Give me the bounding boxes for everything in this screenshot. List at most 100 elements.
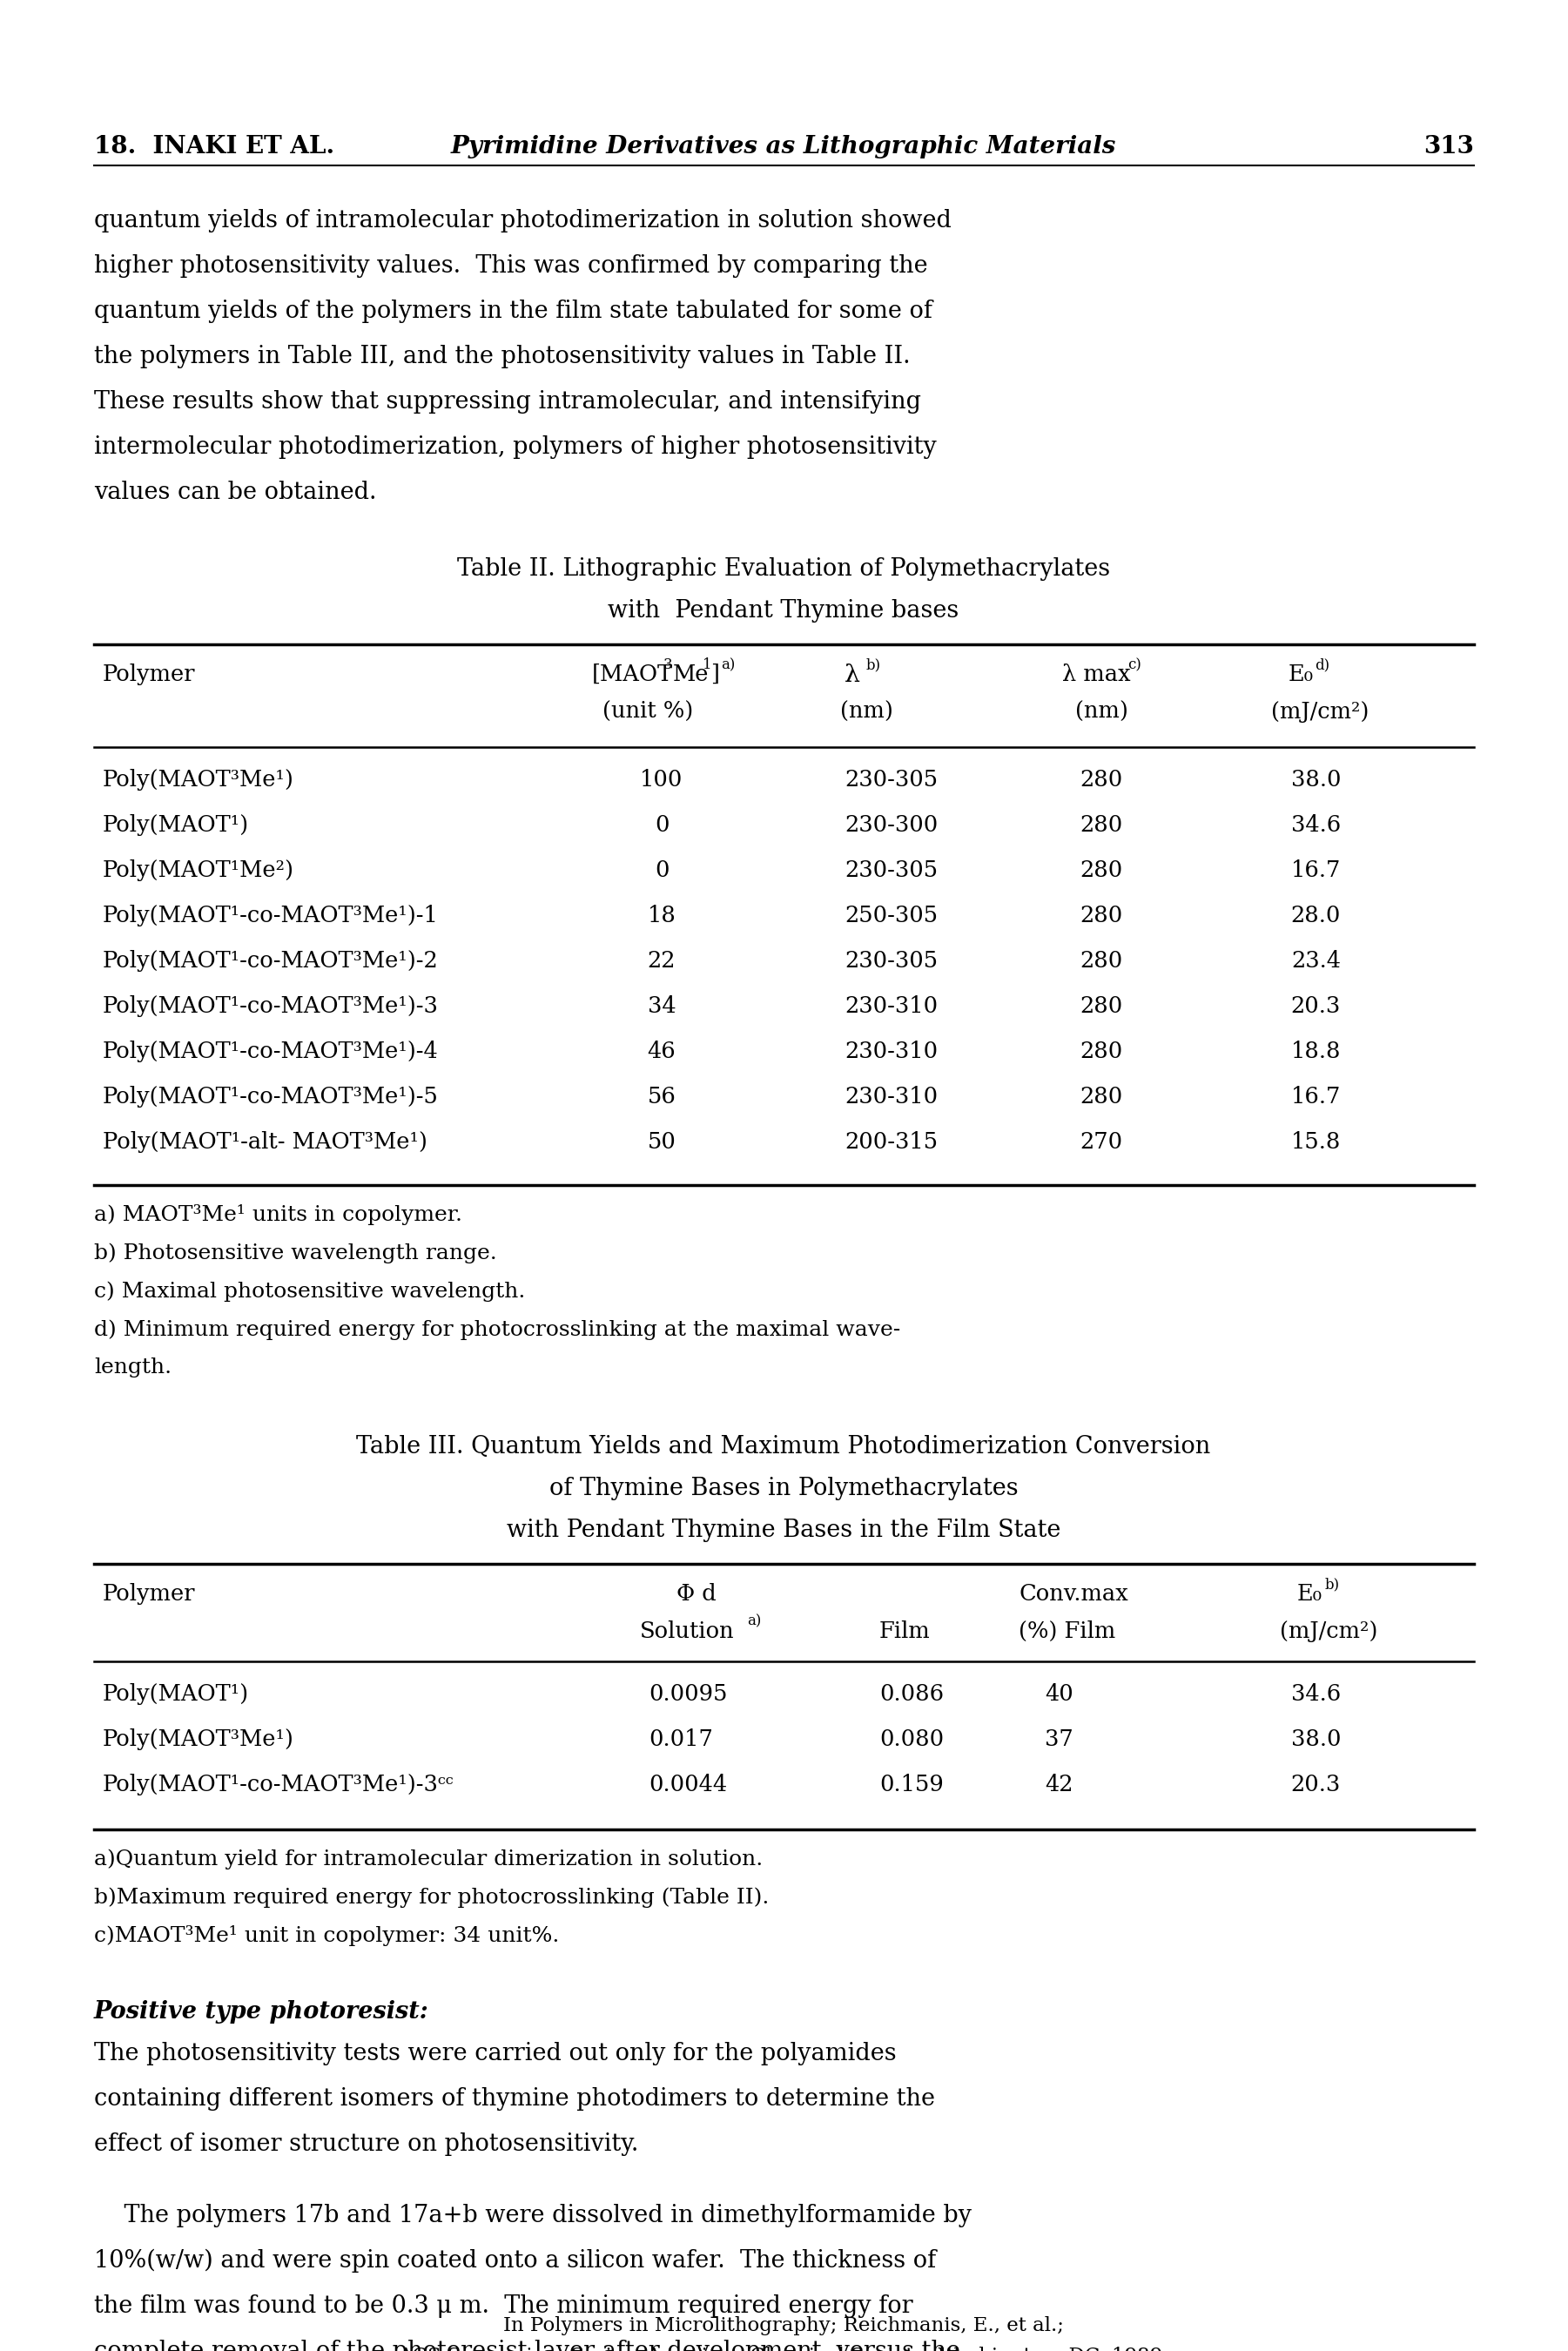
Text: 16.7: 16.7 bbox=[1290, 860, 1341, 882]
Text: the polymers in Table III, and the photosensitivity values in Table II.: the polymers in Table III, and the photo… bbox=[94, 346, 911, 369]
Text: 40: 40 bbox=[1044, 1683, 1073, 1704]
Text: ACS Symposium Series; American Chemical Society: Washington, DC, 1989.: ACS Symposium Series; American Chemical … bbox=[398, 2346, 1170, 2351]
Text: 230-305: 230-305 bbox=[845, 860, 938, 882]
Text: with Pendant Thymine Bases in the Film State: with Pendant Thymine Bases in the Film S… bbox=[506, 1519, 1060, 1542]
Text: ]: ] bbox=[710, 663, 720, 684]
Text: λ: λ bbox=[845, 663, 861, 686]
Text: a): a) bbox=[746, 1613, 760, 1629]
Text: (unit %): (unit %) bbox=[602, 701, 693, 722]
Text: 16.7: 16.7 bbox=[1290, 1086, 1341, 1107]
Text: c)MAOT³Me¹ unit in copolymer: 34 unit%.: c)MAOT³Me¹ unit in copolymer: 34 unit%. bbox=[94, 1925, 560, 1947]
Text: 0.086: 0.086 bbox=[880, 1683, 944, 1704]
Text: Poly(MAOT¹Me²): Poly(MAOT¹Me²) bbox=[103, 860, 295, 882]
Text: 0.080: 0.080 bbox=[880, 1728, 944, 1749]
Text: 230-310: 230-310 bbox=[845, 1041, 938, 1063]
Text: (nm): (nm) bbox=[840, 701, 894, 722]
Text: 100: 100 bbox=[640, 769, 684, 790]
Text: Poly(MAOT³Me¹): Poly(MAOT³Me¹) bbox=[103, 769, 295, 790]
Text: 34: 34 bbox=[648, 994, 676, 1018]
Text: These results show that suppressing intramolecular, and intensifying: These results show that suppressing intr… bbox=[94, 390, 920, 414]
Text: The polymers 17b and 17a+b were dissolved in dimethylformamide by: The polymers 17b and 17a+b were dissolve… bbox=[94, 2203, 972, 2226]
Text: Me: Me bbox=[673, 663, 709, 684]
Text: 280: 280 bbox=[1080, 950, 1123, 971]
Text: E₀: E₀ bbox=[1289, 663, 1314, 684]
Text: 230-305: 230-305 bbox=[845, 769, 938, 790]
Text: 250-305: 250-305 bbox=[845, 905, 938, 926]
Text: 22: 22 bbox=[648, 950, 676, 971]
Text: 34.6: 34.6 bbox=[1290, 813, 1341, 837]
Text: higher photosensitivity values.  This was confirmed by comparing the: higher photosensitivity values. This was… bbox=[94, 254, 928, 277]
Text: 28.0: 28.0 bbox=[1290, 905, 1341, 926]
Text: quantum yields of intramolecular photodimerization in solution showed: quantum yields of intramolecular photodi… bbox=[94, 209, 952, 233]
Text: 230-310: 230-310 bbox=[845, 1086, 938, 1107]
Text: 280: 280 bbox=[1080, 860, 1123, 882]
Text: Positive type photoresist:: Positive type photoresist: bbox=[94, 2001, 430, 2024]
Text: (%) Film: (%) Film bbox=[1019, 1620, 1115, 1643]
Text: c): c) bbox=[1127, 658, 1142, 672]
Text: Poly(MAOT¹-co-MAOT³Me¹)-3: Poly(MAOT¹-co-MAOT³Me¹)-3 bbox=[103, 994, 439, 1018]
Text: quantum yields of the polymers in the film state tabulated for some of: quantum yields of the polymers in the fi… bbox=[94, 299, 933, 322]
Text: 280: 280 bbox=[1080, 994, 1123, 1018]
Text: Polymer: Polymer bbox=[103, 1582, 196, 1606]
Text: 23.4: 23.4 bbox=[1290, 950, 1341, 971]
Text: Solution: Solution bbox=[640, 1620, 734, 1643]
Text: 280: 280 bbox=[1080, 1041, 1123, 1063]
Text: Table III. Quantum Yields and Maximum Photodimerization Conversion: Table III. Quantum Yields and Maximum Ph… bbox=[356, 1434, 1210, 1458]
Text: 20.3: 20.3 bbox=[1290, 1773, 1341, 1796]
Text: Poly(MAOT³Me¹): Poly(MAOT³Me¹) bbox=[103, 1728, 295, 1749]
Text: 50: 50 bbox=[648, 1131, 676, 1152]
Text: 18.8: 18.8 bbox=[1290, 1041, 1341, 1063]
Text: 280: 280 bbox=[1080, 813, 1123, 837]
Text: a)Quantum yield for intramolecular dimerization in solution.: a)Quantum yield for intramolecular dimer… bbox=[94, 1848, 764, 1869]
Text: 280: 280 bbox=[1080, 1086, 1123, 1107]
Text: d) Minimum required energy for photocrosslinking at the maximal wave-: d) Minimum required energy for photocros… bbox=[94, 1319, 900, 1340]
Text: 0.0044: 0.0044 bbox=[649, 1773, 728, 1796]
Text: c) Maximal photosensitive wavelength.: c) Maximal photosensitive wavelength. bbox=[94, 1281, 525, 1302]
Text: b): b) bbox=[866, 658, 881, 672]
Text: Φ d: Φ d bbox=[676, 1582, 717, 1606]
Text: 230-310: 230-310 bbox=[845, 994, 938, 1018]
Text: 0: 0 bbox=[654, 860, 670, 882]
Text: Poly(MAOT¹): Poly(MAOT¹) bbox=[103, 813, 249, 837]
Text: a) MAOT³Me¹ units in copolymer.: a) MAOT³Me¹ units in copolymer. bbox=[94, 1204, 463, 1225]
Text: d): d) bbox=[1314, 658, 1330, 672]
Text: [MAOT: [MAOT bbox=[593, 663, 673, 684]
Text: 0.159: 0.159 bbox=[880, 1773, 944, 1796]
Text: effect of isomer structure on photosensitivity.: effect of isomer structure on photosensi… bbox=[94, 2132, 638, 2156]
Text: 0: 0 bbox=[654, 813, 670, 837]
Text: 1: 1 bbox=[702, 658, 712, 672]
Text: 15.8: 15.8 bbox=[1290, 1131, 1341, 1152]
Text: 0.017: 0.017 bbox=[649, 1728, 713, 1749]
Text: 56: 56 bbox=[648, 1086, 676, 1107]
Text: 270: 270 bbox=[1080, 1131, 1123, 1152]
Text: 42: 42 bbox=[1044, 1773, 1073, 1796]
Text: Pyrimidine Derivatives as Lithographic Materials: Pyrimidine Derivatives as Lithographic M… bbox=[452, 134, 1116, 158]
Text: 230-305: 230-305 bbox=[845, 950, 938, 971]
Text: b) Photosensitive wavelength range.: b) Photosensitive wavelength range. bbox=[94, 1244, 497, 1262]
Text: length.: length. bbox=[94, 1357, 171, 1378]
Text: Poly(MAOT¹-co-MAOT³Me¹)-3ᶜᶜ: Poly(MAOT¹-co-MAOT³Me¹)-3ᶜᶜ bbox=[103, 1773, 455, 1796]
Text: 34.6: 34.6 bbox=[1290, 1683, 1341, 1704]
Text: λ max: λ max bbox=[1062, 663, 1131, 684]
Text: b)Maximum required energy for photocrosslinking (Table II).: b)Maximum required energy for photocross… bbox=[94, 1888, 768, 1907]
Text: a): a) bbox=[721, 658, 735, 672]
Text: values can be obtained.: values can be obtained. bbox=[94, 480, 376, 503]
Text: the film was found to be 0.3 μ m.  The minimum required energy for: the film was found to be 0.3 μ m. The mi… bbox=[94, 2295, 913, 2318]
Text: (mJ/cm²): (mJ/cm²) bbox=[1279, 1620, 1378, 1643]
Text: Poly(MAOT¹-co-MAOT³Me¹)-1: Poly(MAOT¹-co-MAOT³Me¹)-1 bbox=[103, 905, 439, 926]
Text: 280: 280 bbox=[1080, 769, 1123, 790]
Text: The photosensitivity tests were carried out only for the polyamides: The photosensitivity tests were carried … bbox=[94, 2043, 897, 2067]
Text: Poly(MAOT¹): Poly(MAOT¹) bbox=[103, 1683, 249, 1704]
Text: 313: 313 bbox=[1424, 134, 1474, 158]
Text: Poly(MAOT¹-co-MAOT³Me¹)-4: Poly(MAOT¹-co-MAOT³Me¹)-4 bbox=[103, 1041, 439, 1063]
Text: (nm): (nm) bbox=[1076, 701, 1129, 722]
Text: Poly(MAOT¹-co-MAOT³Me¹)-2: Poly(MAOT¹-co-MAOT³Me¹)-2 bbox=[103, 950, 439, 971]
Text: In Polymers in Microlithography; Reichmanis, E., et al.;: In Polymers in Microlithography; Reichma… bbox=[503, 2316, 1065, 2335]
Text: complete removal of the photoresist layer after development, versus the: complete removal of the photoresist laye… bbox=[94, 2339, 960, 2351]
Text: Polymer: Polymer bbox=[103, 663, 196, 684]
Text: Film: Film bbox=[880, 1620, 930, 1643]
Text: 38.0: 38.0 bbox=[1290, 1728, 1341, 1749]
Text: 200-315: 200-315 bbox=[845, 1131, 938, 1152]
Text: Poly(MAOT¹-alt- MAOT³Me¹): Poly(MAOT¹-alt- MAOT³Me¹) bbox=[103, 1131, 428, 1152]
Text: Table II. Lithographic Evaluation of Polymethacrylates: Table II. Lithographic Evaluation of Pol… bbox=[456, 557, 1110, 581]
